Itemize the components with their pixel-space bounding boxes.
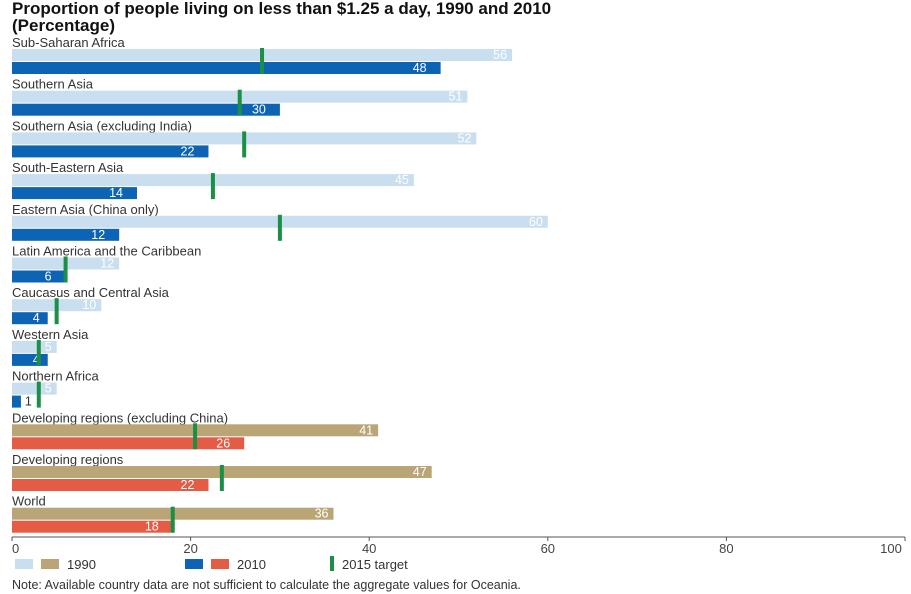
value-label-1990-3: 45 [395, 173, 409, 187]
value-label-1990-0: 56 [493, 48, 507, 62]
x-tick-label-2: 40 [362, 541, 376, 556]
category-label-8: Northern Africa [12, 369, 99, 384]
value-label-2010-9: 26 [216, 436, 230, 450]
value-label-1990-7: 5 [45, 340, 52, 354]
category-label-9: Developing regions (excluding China) [12, 410, 228, 425]
legend-swatch-aggregate-1 [211, 559, 229, 569]
target-marker-10 [219, 465, 224, 491]
legend-swatch-target [330, 556, 334, 571]
category-label-11: World [12, 494, 46, 509]
target-marker-0 [260, 48, 265, 74]
category-label-6: Caucasus and Central Asia [12, 285, 170, 300]
legend-swatch-aggregate-0 [41, 559, 59, 569]
value-label-1990-6: 10 [82, 298, 96, 312]
value-label-1990-4: 60 [529, 215, 543, 229]
bar-2010-1 [12, 103, 280, 116]
target-marker-5 [63, 256, 68, 283]
target-marker-6 [54, 298, 59, 325]
category-label-4: Eastern Asia (China only) [12, 202, 159, 217]
value-label-2010-10: 22 [181, 478, 195, 492]
target-marker-7 [36, 339, 41, 366]
bar-2010-10 [12, 479, 209, 491]
legend-swatch-region-1 [185, 559, 203, 569]
value-label-1990-9: 41 [359, 423, 373, 437]
x-tick-label-0: 0 [12, 541, 19, 556]
target-marker-2 [242, 131, 247, 158]
bar-2010-6 [12, 312, 48, 325]
value-label-1990-8: 5 [45, 382, 52, 396]
bar-2010-2 [12, 145, 209, 158]
x-tick-label-3: 60 [541, 541, 555, 556]
value-label-1990-5: 12 [100, 257, 114, 271]
value-label-1990-2: 52 [457, 131, 471, 145]
target-marker-1 [237, 89, 242, 116]
x-tick-label-1: 20 [183, 541, 197, 556]
bar-2010-8 [12, 395, 21, 408]
value-label-2010-1: 30 [252, 103, 266, 117]
value-label-2010-3: 14 [109, 186, 123, 200]
chart-title-line1: Proportion of people living on less than… [12, 0, 552, 18]
x-tick-label-4: 80 [719, 541, 733, 556]
bar-2010-5 [12, 270, 66, 283]
bar-2010-9 [12, 437, 245, 450]
value-label-1990-10: 47 [413, 465, 427, 479]
value-label-1990-11: 36 [315, 507, 329, 521]
value-label-1990-1: 51 [449, 90, 463, 104]
value-label-2010-4: 12 [91, 228, 105, 242]
value-label-2010-7: 4 [33, 353, 40, 367]
value-label-2010-11: 18 [145, 520, 159, 534]
x-tick-label-5: 100 [880, 541, 902, 556]
category-label-1: Southern Asia [12, 77, 94, 92]
bar-2010-11 [12, 520, 173, 533]
category-label-2: Southern Asia (excluding India) [12, 118, 192, 133]
bar-1990-7 [12, 340, 57, 353]
value-label-2010-5: 6 [45, 270, 52, 284]
legend-swatch-region-0 [15, 559, 33, 569]
category-label-5: Latin America and the Caribbean [12, 244, 201, 259]
value-label-2010-6: 4 [33, 311, 40, 325]
value-label-2010-8: 1 [25, 395, 32, 409]
bar-1990-8 [12, 382, 57, 395]
legend-label-1: 2010 [237, 557, 266, 572]
bar-2010-7 [12, 353, 48, 366]
target-marker-11 [170, 506, 175, 533]
bar-2010-4 [12, 228, 120, 241]
chart-note: Note: Available country data are not suf… [12, 578, 521, 592]
bar-2010-0 [12, 62, 441, 74]
target-marker-8 [36, 381, 41, 408]
legend-label-2: 2015 target [342, 557, 408, 572]
chart-title: Proportion of people living on less than… [12, 0, 907, 34]
category-label-0: Sub-Saharan Africa [12, 35, 126, 50]
category-label-3: South-Eastern Asia [12, 160, 124, 175]
category-label-10: Developing regions [12, 452, 124, 467]
category-label-7: Western Asia [12, 327, 89, 342]
bar-2010-3 [12, 187, 138, 200]
target-marker-4 [277, 214, 282, 241]
value-label-2010-0: 48 [413, 61, 427, 75]
target-marker-3 [210, 173, 215, 200]
chart-title-line2: (Percentage) [12, 16, 115, 35]
legend-label-0: 1990 [67, 557, 96, 572]
value-label-2010-2: 22 [181, 144, 195, 158]
target-marker-9 [193, 423, 198, 450]
